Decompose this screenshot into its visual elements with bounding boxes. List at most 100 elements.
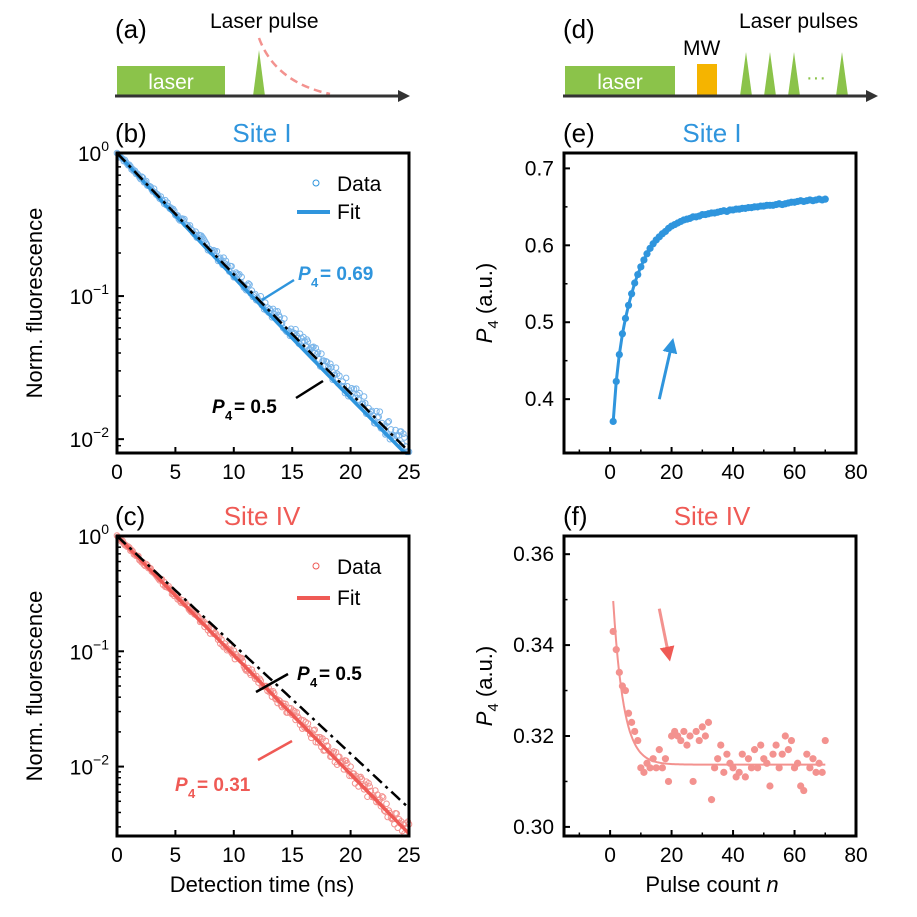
panel-b-ylabel: Norm. fluorescence [22,208,47,399]
panel-a-schematic: (a) Laser pulse laser [115,10,410,102]
mw-label: MW [683,37,720,60]
y-tick-base: 10 [70,286,93,309]
data-point [220,254,227,261]
y-tick-exponent: −1 [93,636,109,652]
data-point [304,338,312,346]
y-tick-base: 10 [70,429,93,452]
data-point [747,764,756,772]
panel-b-fit-annotation: P 4 = 0.69 [261,264,373,302]
x-tick-label: 20 [339,844,362,867]
panel-f-plot-area: 0 20 40 60 80 0.30 0.32 0.34 0.36 [513,543,868,867]
data-point [281,315,288,322]
data-point [624,301,633,309]
data-point [729,764,737,772]
x-tick-label: 20 [339,461,362,484]
x-tick-label: 40 [721,844,744,867]
panel-e-ylabel: P4 (a.u.) [472,263,502,344]
trend-arrow [657,608,675,662]
data-point [361,399,369,407]
data-point [809,755,817,763]
x-tick-label: 15 [281,461,304,484]
data-point [365,779,372,787]
y-tick-label: 0.6 [525,234,554,257]
y-tick-label: 100 [78,521,109,549]
pulse-ellipsis: ··· [806,67,826,89]
data-point [652,764,660,772]
x-tick-label: 60 [783,461,806,484]
data-point [631,279,639,287]
y-tick-label: 0.7 [525,157,554,180]
y-tick-label: 0.4 [525,388,555,411]
data-point [628,290,636,298]
reference-p4-subscript: 4 [225,408,233,423]
x-tick-label: 0 [604,844,616,867]
panel-f-ylabel: P4 (a.u.) [472,646,502,727]
data-point [624,709,633,717]
data-point [274,308,281,315]
panel-c-xlabel: Detection time (ns) [170,872,355,897]
laser-box [117,66,225,96]
data-point [609,417,617,426]
data-point [618,330,627,338]
data-point [658,764,666,772]
panel-e-title: Site I [682,118,741,148]
data-point [336,753,343,761]
panel-b-title: Site I [232,118,291,148]
data-point [778,750,786,758]
data-point [711,764,719,772]
data-point [609,627,617,636]
data-point [763,759,771,767]
data-point [376,408,384,416]
data-point [655,746,663,754]
x-tick-label: 20 [660,844,683,867]
laser-pulse-triangle [836,52,848,96]
reference-p4-symbol: P [297,664,310,685]
data-point [328,363,335,371]
panel-f-title: Site IV [674,501,751,531]
data-point [356,389,363,397]
data-point [664,777,673,786]
data-point [332,364,340,371]
data-point [738,750,746,758]
x-tick-label: 40 [721,461,744,484]
y-tick-label: 0.34 [513,634,554,657]
data-point [634,736,642,745]
panel-e-frame [562,151,858,455]
fit-p4-subscript: 4 [188,786,196,801]
y-tick-exponent: 0 [101,138,109,154]
panel-b-frame [115,151,411,455]
panel-b-tag: (b) [115,118,147,148]
panel-c-title: Site IV [224,501,301,531]
data-point [695,736,703,745]
data-point [311,726,318,734]
data-point [397,428,405,435]
x-tick-label: 25 [397,844,420,867]
data-point [818,768,826,776]
data-point [222,257,230,265]
data-point [806,764,814,772]
laser-pulse-annotation: Laser pulse [210,10,319,33]
legend-data-marker [312,562,320,570]
data-point [234,271,242,279]
laser-box-label: laser [148,71,194,94]
data-point [342,374,350,382]
y-tick-label: 100 [78,138,109,166]
y-tick-label: 10−1 [70,281,110,309]
data-point [612,377,620,386]
y-tick-label: 0.5 [525,311,554,334]
data-point [754,764,762,772]
data-point [343,759,351,767]
ylabel-sub: 4 [485,320,502,328]
data-point [800,786,808,795]
data-point [766,782,774,790]
reference-p4-value: = 0.5 [319,664,362,685]
data-point [118,154,125,162]
data-point [400,430,407,438]
x-tick-label: 10 [222,844,245,867]
data-point [366,783,373,790]
panel-c-fit-annotation: P 4 = 0.31 [175,739,293,801]
data-point [246,281,253,288]
mw-pulse-box [697,64,717,96]
timeline-arrow-icon [866,90,878,102]
data-point [683,741,691,749]
